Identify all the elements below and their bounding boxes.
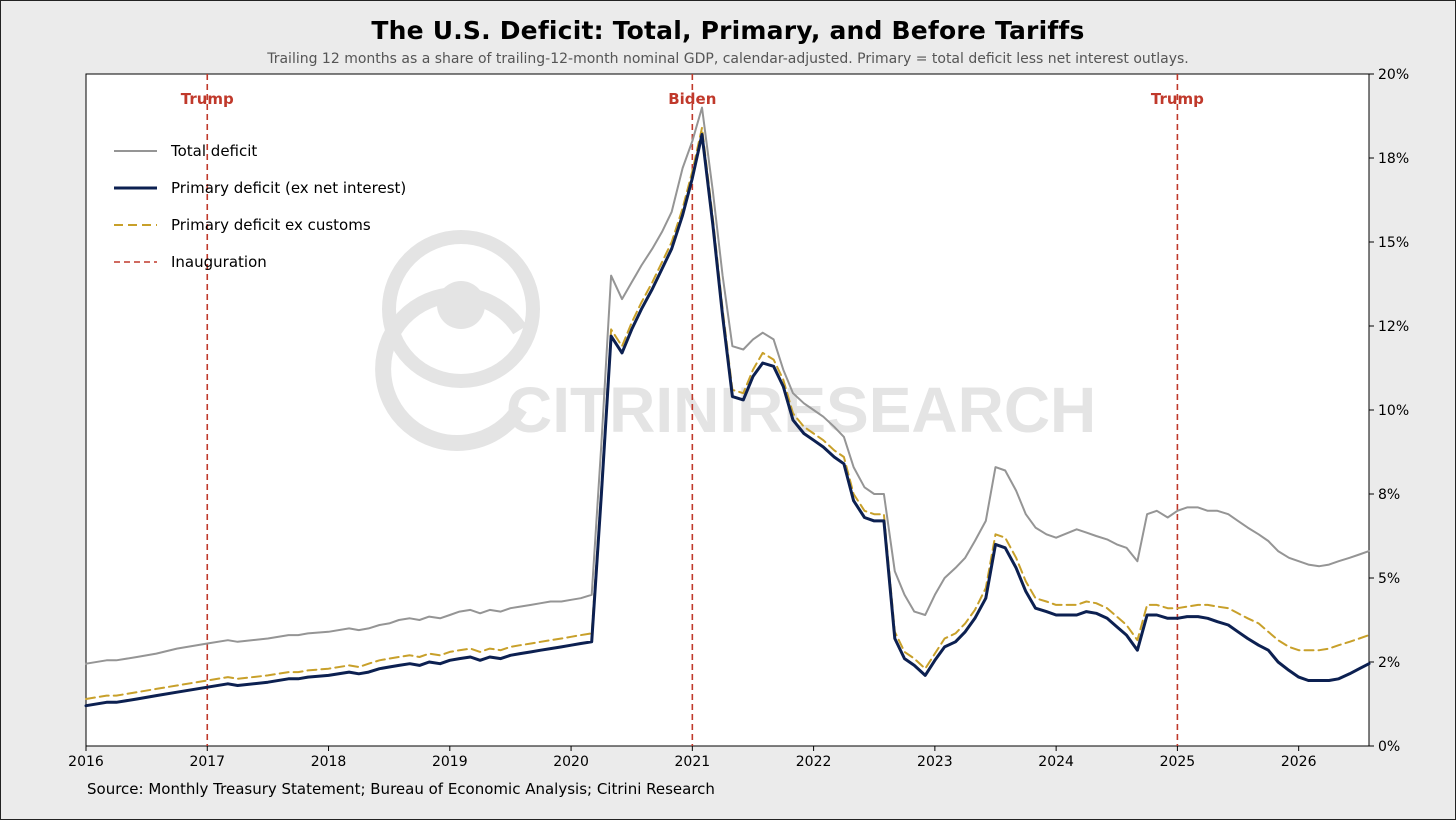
y-tick-label: 8% [1378, 487, 1400, 503]
legend-label: Primary deficit (ex net interest) [171, 179, 406, 197]
x-tick-label: 2020 [553, 754, 589, 770]
legend-label: Primary deficit ex customs [171, 216, 371, 234]
inauguration-label: Trump [1151, 90, 1204, 108]
y-tick-label: 10% [1378, 403, 1409, 419]
x-tick-label: 2021 [675, 754, 711, 770]
legend: Total deficit Primary deficit (ex net int… [114, 142, 406, 271]
chart-subtitle: Trailing 12 months as a share of trailin… [267, 51, 1189, 67]
x-tick-label: 2022 [796, 754, 832, 770]
x-tick-label: 2016 [68, 754, 104, 770]
inauguration-label: Trump [181, 90, 234, 108]
x-tick-label: 2019 [432, 754, 468, 770]
y-tick-label: 15% [1378, 235, 1409, 251]
series-line-2 [85, 126, 1370, 700]
source-note: Source: Monthly Treasury Statement; Bure… [87, 780, 715, 798]
x-tick-label: 2026 [1281, 754, 1317, 770]
x-tick-label: 2017 [189, 754, 225, 770]
x-tick-label: 2025 [1160, 754, 1196, 770]
y-tick-label: 0% [1378, 739, 1400, 755]
chart-title: The U.S. Deficit: Total, Primary, and Be… [371, 16, 1085, 45]
inauguration-label: Biden [668, 90, 716, 108]
y-tick-label: 2% [1378, 655, 1400, 671]
x-tick-label: 2023 [917, 754, 953, 770]
legend-label: Inauguration [171, 253, 267, 271]
series-line-1 [84, 133, 1371, 708]
legend-label: Total deficit [170, 142, 257, 160]
y-tick-label: 20% [1378, 67, 1409, 83]
x-tick-label: 2018 [311, 754, 347, 770]
y-tick-label: 5% [1378, 571, 1400, 587]
y-tick-label: 18% [1378, 151, 1409, 167]
watermark-text: CITRINIRESEARCH [506, 374, 1096, 446]
x-tick-label: 2024 [1038, 754, 1074, 770]
series-line-0 [85, 106, 1370, 665]
y-tick-label: 12% [1378, 319, 1409, 335]
